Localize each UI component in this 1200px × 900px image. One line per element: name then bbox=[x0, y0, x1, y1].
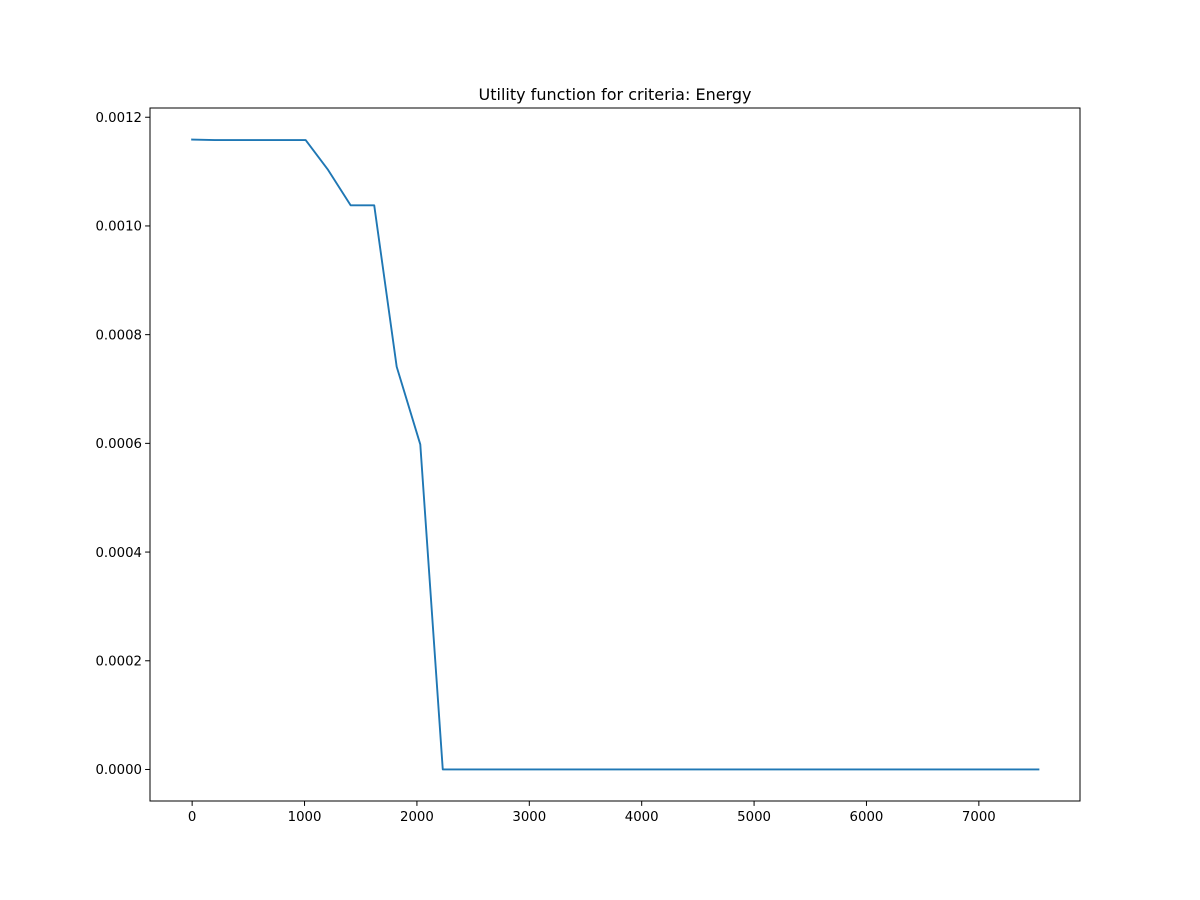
y-tick-label: 0.0010 bbox=[95, 220, 142, 235]
x-tick-label: 5000 bbox=[737, 810, 771, 825]
x-tick-label: 0 bbox=[188, 810, 196, 825]
x-tick-label: 7000 bbox=[962, 810, 996, 825]
y-tick-label: 0.0012 bbox=[95, 111, 142, 126]
x-tick-label: 6000 bbox=[850, 810, 884, 825]
x-tick-label: 1000 bbox=[288, 810, 322, 825]
y-tick-label: 0.0002 bbox=[95, 654, 142, 669]
series-layer bbox=[191, 138, 1040, 771]
y-tick-label: 0.0000 bbox=[95, 763, 142, 778]
x-tick-label: 4000 bbox=[625, 810, 659, 825]
y-tick-label: 0.0008 bbox=[95, 328, 142, 343]
x-tick-label: 2000 bbox=[400, 810, 434, 825]
x-tick-label: 3000 bbox=[512, 810, 546, 825]
plot-frame bbox=[149, 107, 1081, 802]
y-tick-label: 0.0004 bbox=[95, 546, 142, 561]
series-line-0 bbox=[191, 138, 1040, 771]
chart-title: Utility function for criteria: Energy bbox=[479, 85, 752, 104]
y-axis: 0.0000 0.0002 0.0004 0.0006 0.0008 0.0010 0.00… bbox=[95, 111, 150, 778]
x-axis: 0 1000 2000 3000 4000 5000 6000 7000 bbox=[188, 801, 996, 825]
y-tick-label: 0.0006 bbox=[95, 437, 142, 452]
